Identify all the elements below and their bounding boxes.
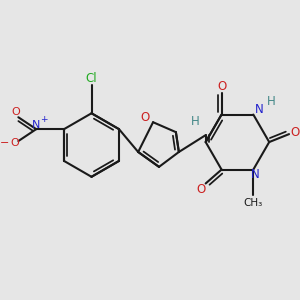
Text: CH₃: CH₃ xyxy=(244,198,263,208)
Text: O: O xyxy=(10,138,19,148)
Text: N: N xyxy=(32,120,41,130)
Text: +: + xyxy=(40,115,48,124)
Text: −: − xyxy=(0,138,9,148)
Text: O: O xyxy=(140,111,150,124)
Text: O: O xyxy=(290,126,300,139)
Text: H: H xyxy=(191,115,200,128)
Text: O: O xyxy=(196,183,205,196)
Text: Cl: Cl xyxy=(86,72,97,85)
Text: N: N xyxy=(255,103,264,116)
Text: N: N xyxy=(251,168,260,181)
Text: O: O xyxy=(11,107,20,117)
Text: O: O xyxy=(217,80,226,93)
Text: H: H xyxy=(267,95,276,108)
